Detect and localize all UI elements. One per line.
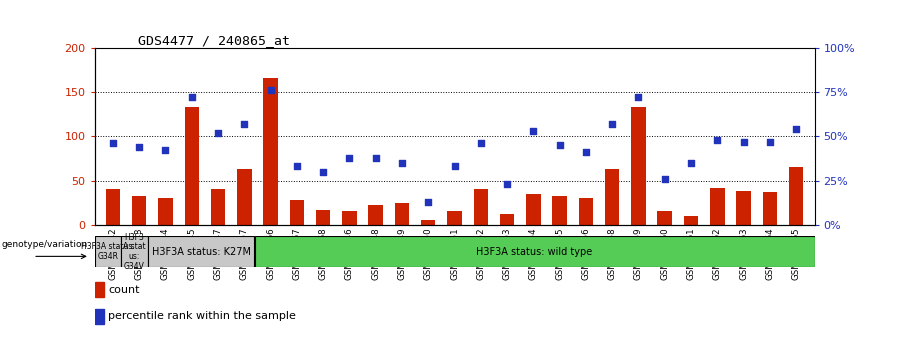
Bar [473, 189, 488, 225]
Bar [631, 107, 645, 225]
Point [290, 164, 304, 169]
Text: percentile rank within the sample: percentile rank within the sample [108, 312, 296, 321]
Point [500, 181, 514, 187]
Bar [237, 169, 251, 225]
Point [658, 176, 672, 182]
Bar [736, 191, 751, 225]
Point [211, 130, 225, 136]
Point [684, 160, 698, 166]
Point [316, 169, 330, 175]
Bar [184, 107, 199, 225]
Text: H3F3A status: wild type: H3F3A status: wild type [476, 247, 592, 257]
Bar [789, 167, 804, 225]
Point [789, 126, 804, 132]
Point [184, 95, 199, 100]
Bar [421, 220, 436, 225]
Text: genotype/variation: genotype/variation [2, 240, 88, 249]
Text: H3F3A status: K27M: H3F3A status: K27M [152, 247, 251, 257]
Point [132, 144, 147, 150]
Bar [316, 210, 330, 225]
Bar [579, 198, 593, 225]
Bar [94, 236, 122, 267]
Point [421, 199, 436, 205]
Point [342, 155, 356, 160]
Point [105, 141, 120, 146]
Point [158, 148, 173, 153]
Bar [158, 198, 173, 225]
Bar [105, 189, 120, 225]
Point [264, 87, 278, 93]
Bar [447, 211, 462, 225]
Point [710, 137, 724, 143]
Point [736, 139, 751, 144]
Bar [710, 188, 724, 225]
Bar [500, 214, 514, 225]
Bar [605, 169, 619, 225]
Bar [94, 282, 104, 297]
Text: GDS4477 / 240865_at: GDS4477 / 240865_at [138, 34, 290, 47]
Bar [94, 309, 104, 324]
Point [762, 139, 777, 144]
Text: H3F3A status:
G34R: H3F3A status: G34R [81, 242, 135, 261]
Point [526, 128, 541, 134]
Bar [553, 196, 567, 225]
Bar [255, 236, 814, 267]
Bar [290, 200, 304, 225]
Bar [122, 236, 148, 267]
Bar [395, 202, 410, 225]
Point [579, 149, 593, 155]
Point [447, 164, 462, 169]
Bar [132, 196, 147, 225]
Point [237, 121, 251, 127]
Text: count: count [108, 285, 140, 295]
Point [395, 160, 410, 166]
Bar [762, 192, 777, 225]
Bar [211, 189, 225, 225]
Point [368, 155, 382, 160]
Point [553, 142, 567, 148]
Bar [264, 78, 278, 225]
Bar [342, 211, 356, 225]
Point [605, 121, 619, 127]
Point [473, 141, 488, 146]
Bar [368, 205, 382, 225]
Bar [148, 236, 255, 267]
Bar [526, 194, 541, 225]
Point [631, 95, 645, 100]
Bar [684, 216, 698, 225]
Text: H3F3
A stat
us:
G34V: H3F3 A stat us: G34V [123, 233, 146, 271]
Bar [658, 211, 672, 225]
